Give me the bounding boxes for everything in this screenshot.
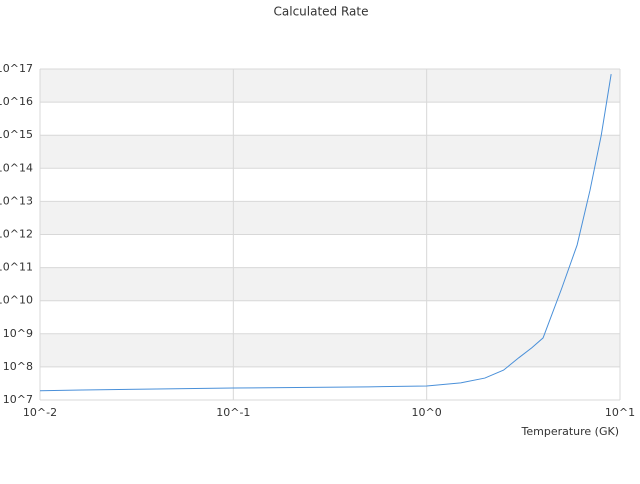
- y-tick-label: 10^13: [0, 194, 33, 207]
- grid-band: [40, 267, 620, 301]
- x-axis-label: Temperature (GK): [521, 425, 620, 438]
- y-tick-label: 10^16: [0, 95, 33, 108]
- y-tick-label: 10^7: [3, 393, 33, 406]
- y-tick-label: 10^14: [0, 161, 33, 174]
- x-tick-label: 10^1: [605, 406, 635, 419]
- y-tick-label: 10^8: [3, 360, 33, 373]
- x-tick-label: 10^-1: [216, 406, 250, 419]
- y-tick-label: 10^11: [0, 261, 33, 274]
- x-tick-label: 10^0: [412, 406, 442, 419]
- data-line: [39, 74, 612, 392]
- grid-band: [40, 201, 620, 235]
- grid-band: [40, 333, 620, 367]
- grid-bands: [40, 69, 620, 367]
- x-tick-label: 10^-2: [23, 406, 57, 419]
- y-tick-label: 10^17: [0, 62, 33, 75]
- y-tick-label: 10^9: [3, 327, 33, 340]
- chart-title: Calculated Rate: [274, 5, 369, 19]
- y-tick-label: 10^15: [0, 128, 33, 141]
- y-tick-label: 10^10: [0, 294, 33, 307]
- grid-band: [40, 69, 620, 103]
- y-tick-label: 10^12: [0, 228, 33, 241]
- grid-band: [40, 135, 620, 169]
